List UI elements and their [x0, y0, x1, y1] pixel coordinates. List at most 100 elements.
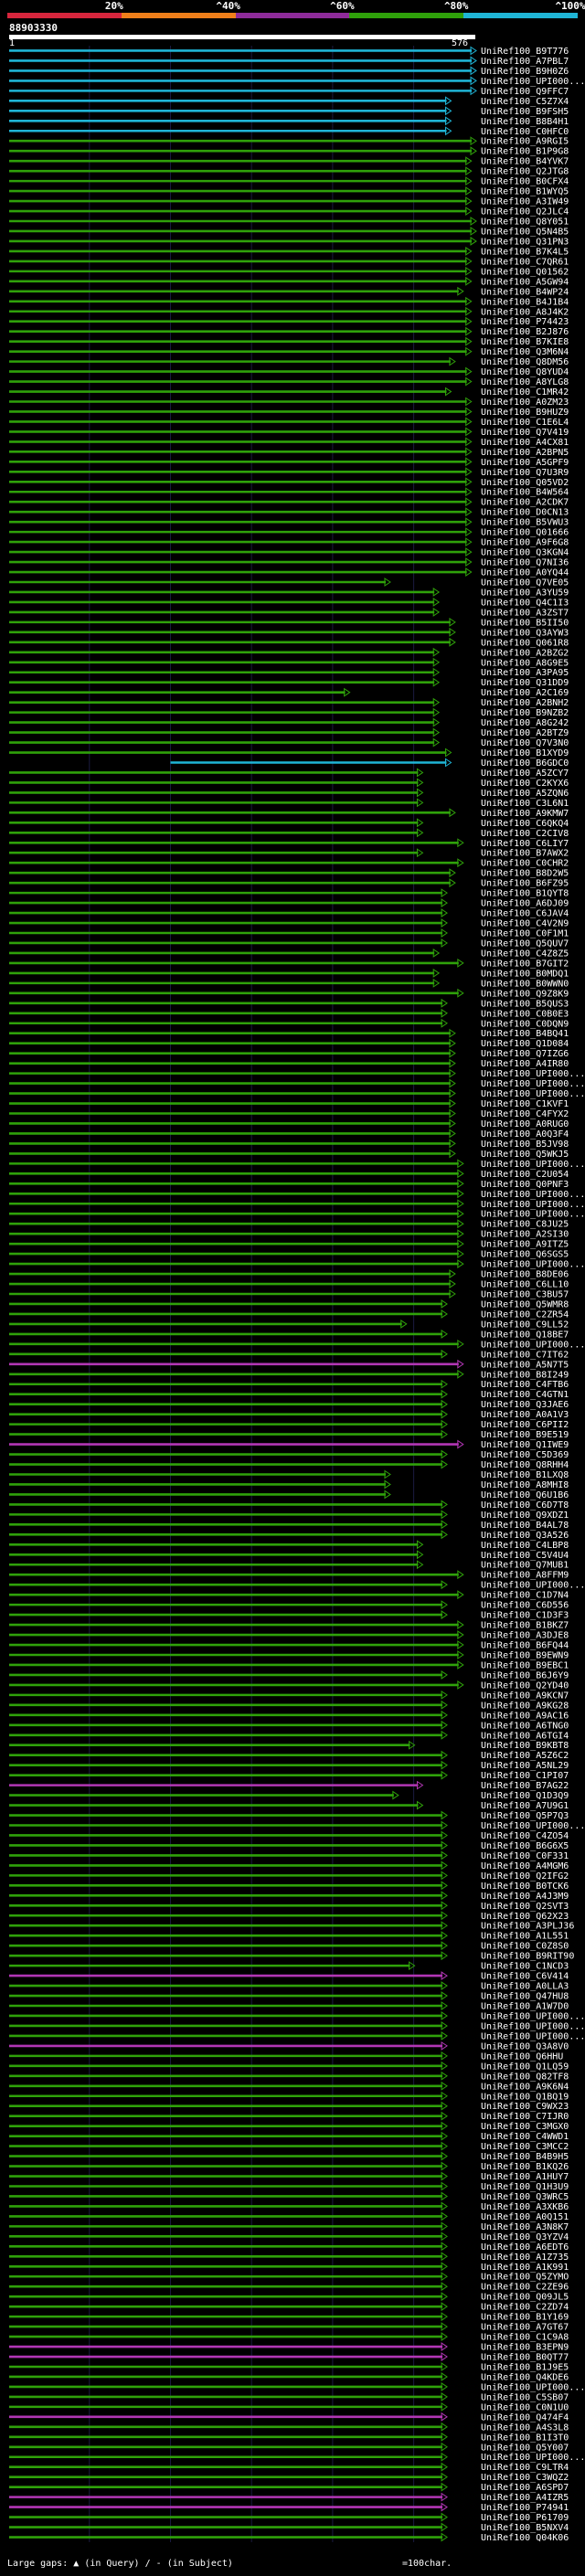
- hit-label: UniRef100_A5NL29: [481, 1761, 569, 1771]
- hit-arrow-icon: [465, 256, 473, 266]
- hit-label: UniRef100_Q2YD40: [481, 1680, 569, 1691]
- hit-arrow-icon: [416, 798, 424, 808]
- hit-label: UniRef100_UPI000...: [481, 2011, 585, 2021]
- hit-label: UniRef100_A0Q151: [481, 2212, 569, 2222]
- hit-label: UniRef100_B5VWU3: [481, 518, 569, 528]
- hit-label: UniRef100_B9KBT8: [481, 1741, 569, 1751]
- hit-arrow-icon: [441, 1730, 448, 1740]
- hit-label: UniRef100_P61709: [481, 2513, 569, 2523]
- hit-label: UniRef100_A2C169: [481, 688, 569, 698]
- hit-arrow-icon: [465, 447, 473, 457]
- hit-label: UniRef100_A6TNG0: [481, 1721, 569, 1731]
- hit-arrow-icon: [441, 1419, 448, 1429]
- hit-label: UniRef100_C1C9A8: [481, 2333, 569, 2343]
- hit-arrow-icon: [441, 1309, 448, 1319]
- hit-label: UniRef100_C2CIV8: [481, 829, 569, 839]
- hit-label: UniRef100_C4FTB6: [481, 1380, 569, 1390]
- hit-label: UniRef100_Q3A8V0: [481, 2041, 569, 2051]
- hit-label: UniRef100_B9H0Z6: [481, 67, 569, 77]
- hit-arrow-icon: [384, 578, 391, 587]
- hit-label: UniRef100_Q5QUV7: [481, 938, 569, 949]
- hit-label: UniRef100_A3N8K7: [481, 2222, 569, 2232]
- hit-label: UniRef100_Q5ZYMO: [481, 2273, 569, 2283]
- hit-arrow-icon: [465, 166, 473, 176]
- hit-label: UniRef100_C9LTR4: [481, 2463, 569, 2473]
- hit-label: UniRef100_C2U054: [481, 1170, 569, 1180]
- hit-arrow-icon: [457, 858, 464, 868]
- hit-arrow-icon: [409, 1961, 416, 1971]
- hit-label: UniRef100_C7IT62: [481, 1350, 569, 1360]
- hit-arrow-icon: [409, 1740, 416, 1750]
- hit-arrow-icon: [441, 2061, 448, 2071]
- hit-arrow-icon: [441, 2302, 448, 2312]
- hit-label: UniRef100_Q1LQ59: [481, 2062, 569, 2072]
- hit-arrow-icon: [470, 66, 477, 76]
- hit-label: UniRef100_B7KIE8: [481, 337, 569, 347]
- hit-arrow-icon: [449, 1118, 456, 1129]
- in-query-label: (in Query): [84, 2559, 140, 2569]
- hit-arrow-icon: [449, 356, 456, 366]
- hit-arrow-icon: [441, 2352, 448, 2361]
- hit-label: UniRef100_C6D556: [481, 1601, 569, 1611]
- hit-arrow-icon: [441, 2201, 448, 2211]
- hit-label: UniRef100_B7K4L5: [481, 247, 569, 257]
- hit-arrow-icon: [441, 2391, 448, 2401]
- hit-arrow-icon: [441, 2401, 448, 2412]
- hit-arrow-icon: [457, 1369, 464, 1379]
- hit-label: UniRef100_A2BNH2: [481, 698, 569, 708]
- hit-arrow-icon: [457, 1439, 464, 1449]
- hit-label: UniRef100_Q1D3Q9: [481, 1791, 569, 1801]
- hit-label: UniRef100_A8MHI8: [481, 1480, 569, 1490]
- hit-arrow-icon: [465, 477, 473, 487]
- hit-label: UniRef100_Q8YUD4: [481, 367, 569, 377]
- hit-label: UniRef100_A2BPN5: [481, 448, 569, 458]
- hit-label: UniRef100_Q8RHH4: [481, 1460, 569, 1470]
- hit-label: UniRef100_B3EPN9: [481, 2343, 569, 2353]
- hit-label: UniRef100_B0TCK6: [481, 1882, 569, 1892]
- hit-label: UniRef100_UPI000...: [481, 1210, 585, 1220]
- hit-label: UniRef100_Q9FFC7: [481, 87, 569, 97]
- hit-label: UniRef100_A6TGI4: [481, 1731, 569, 1741]
- hit-arrow-icon: [470, 227, 477, 236]
- hit-label: UniRef100_B6FQ44: [481, 1641, 569, 1651]
- hit-label: UniRef100_B5NXV4: [481, 2523, 569, 2533]
- hit-label: UniRef100_B6G6X5: [481, 1841, 569, 1851]
- hit-label: UniRef100_A9F6G8: [481, 538, 569, 548]
- hit-arrow-icon: [449, 808, 456, 818]
- hit-label: UniRef100_Q3KGN4: [481, 548, 569, 558]
- hit-label: UniRef100_Q6SGS5: [481, 1250, 569, 1260]
- hit-label: UniRef100_Q6HHU: [481, 2051, 563, 2062]
- hit-arrow-icon: [441, 2021, 448, 2030]
- hit-label: UniRef100_B8D2W5: [481, 869, 569, 879]
- hit-arrow-icon: [449, 1129, 456, 1139]
- hit-arrow-icon: [441, 2462, 448, 2472]
- hit-arrow-icon: [457, 1249, 464, 1259]
- hit-arrow-icon: [441, 1600, 448, 1610]
- hit-label: UniRef100_A3IW49: [481, 197, 569, 207]
- hit-arrow-icon: [445, 116, 452, 126]
- hit-label: UniRef100_Q3M6N4: [481, 347, 569, 357]
- hit-arrow-icon: [441, 2332, 448, 2342]
- hit-label: UniRef100_C6LL10: [481, 1280, 569, 1290]
- hit-label: UniRef100_B1BKZ7: [481, 1621, 569, 1631]
- hit-arrow-icon: [432, 707, 441, 717]
- hit-label: UniRef100_B9HUZ9: [481, 408, 569, 418]
- hit-arrow-icon: [465, 517, 473, 527]
- hit-arrow-icon: [457, 1209, 464, 1219]
- hit-arrow-icon: [441, 1720, 448, 1730]
- hit-arrow-icon: [441, 2322, 448, 2332]
- hit-arrow-icon: [441, 1510, 448, 1520]
- hit-arrow-icon: [457, 958, 464, 968]
- hit-arrow-icon: [457, 1650, 464, 1659]
- hit-arrow-icon: [465, 266, 473, 276]
- hit-label: UniRef100_C1KVF1: [481, 1099, 569, 1109]
- hit-arrow-icon: [432, 717, 441, 727]
- hit-arrow-icon: [465, 326, 473, 336]
- hit-arrow-icon: [441, 2171, 448, 2181]
- hit-arrow-icon: [441, 1941, 448, 1951]
- legend-percent-label: ^100%: [555, 0, 585, 12]
- hit-label: UniRef100_UPI000...: [481, 2031, 585, 2041]
- hit-arrow-icon: [465, 547, 473, 557]
- hit-arrow-icon: [416, 1800, 424, 1810]
- hit-label: UniRef100_A3PLJ36: [481, 1922, 574, 1932]
